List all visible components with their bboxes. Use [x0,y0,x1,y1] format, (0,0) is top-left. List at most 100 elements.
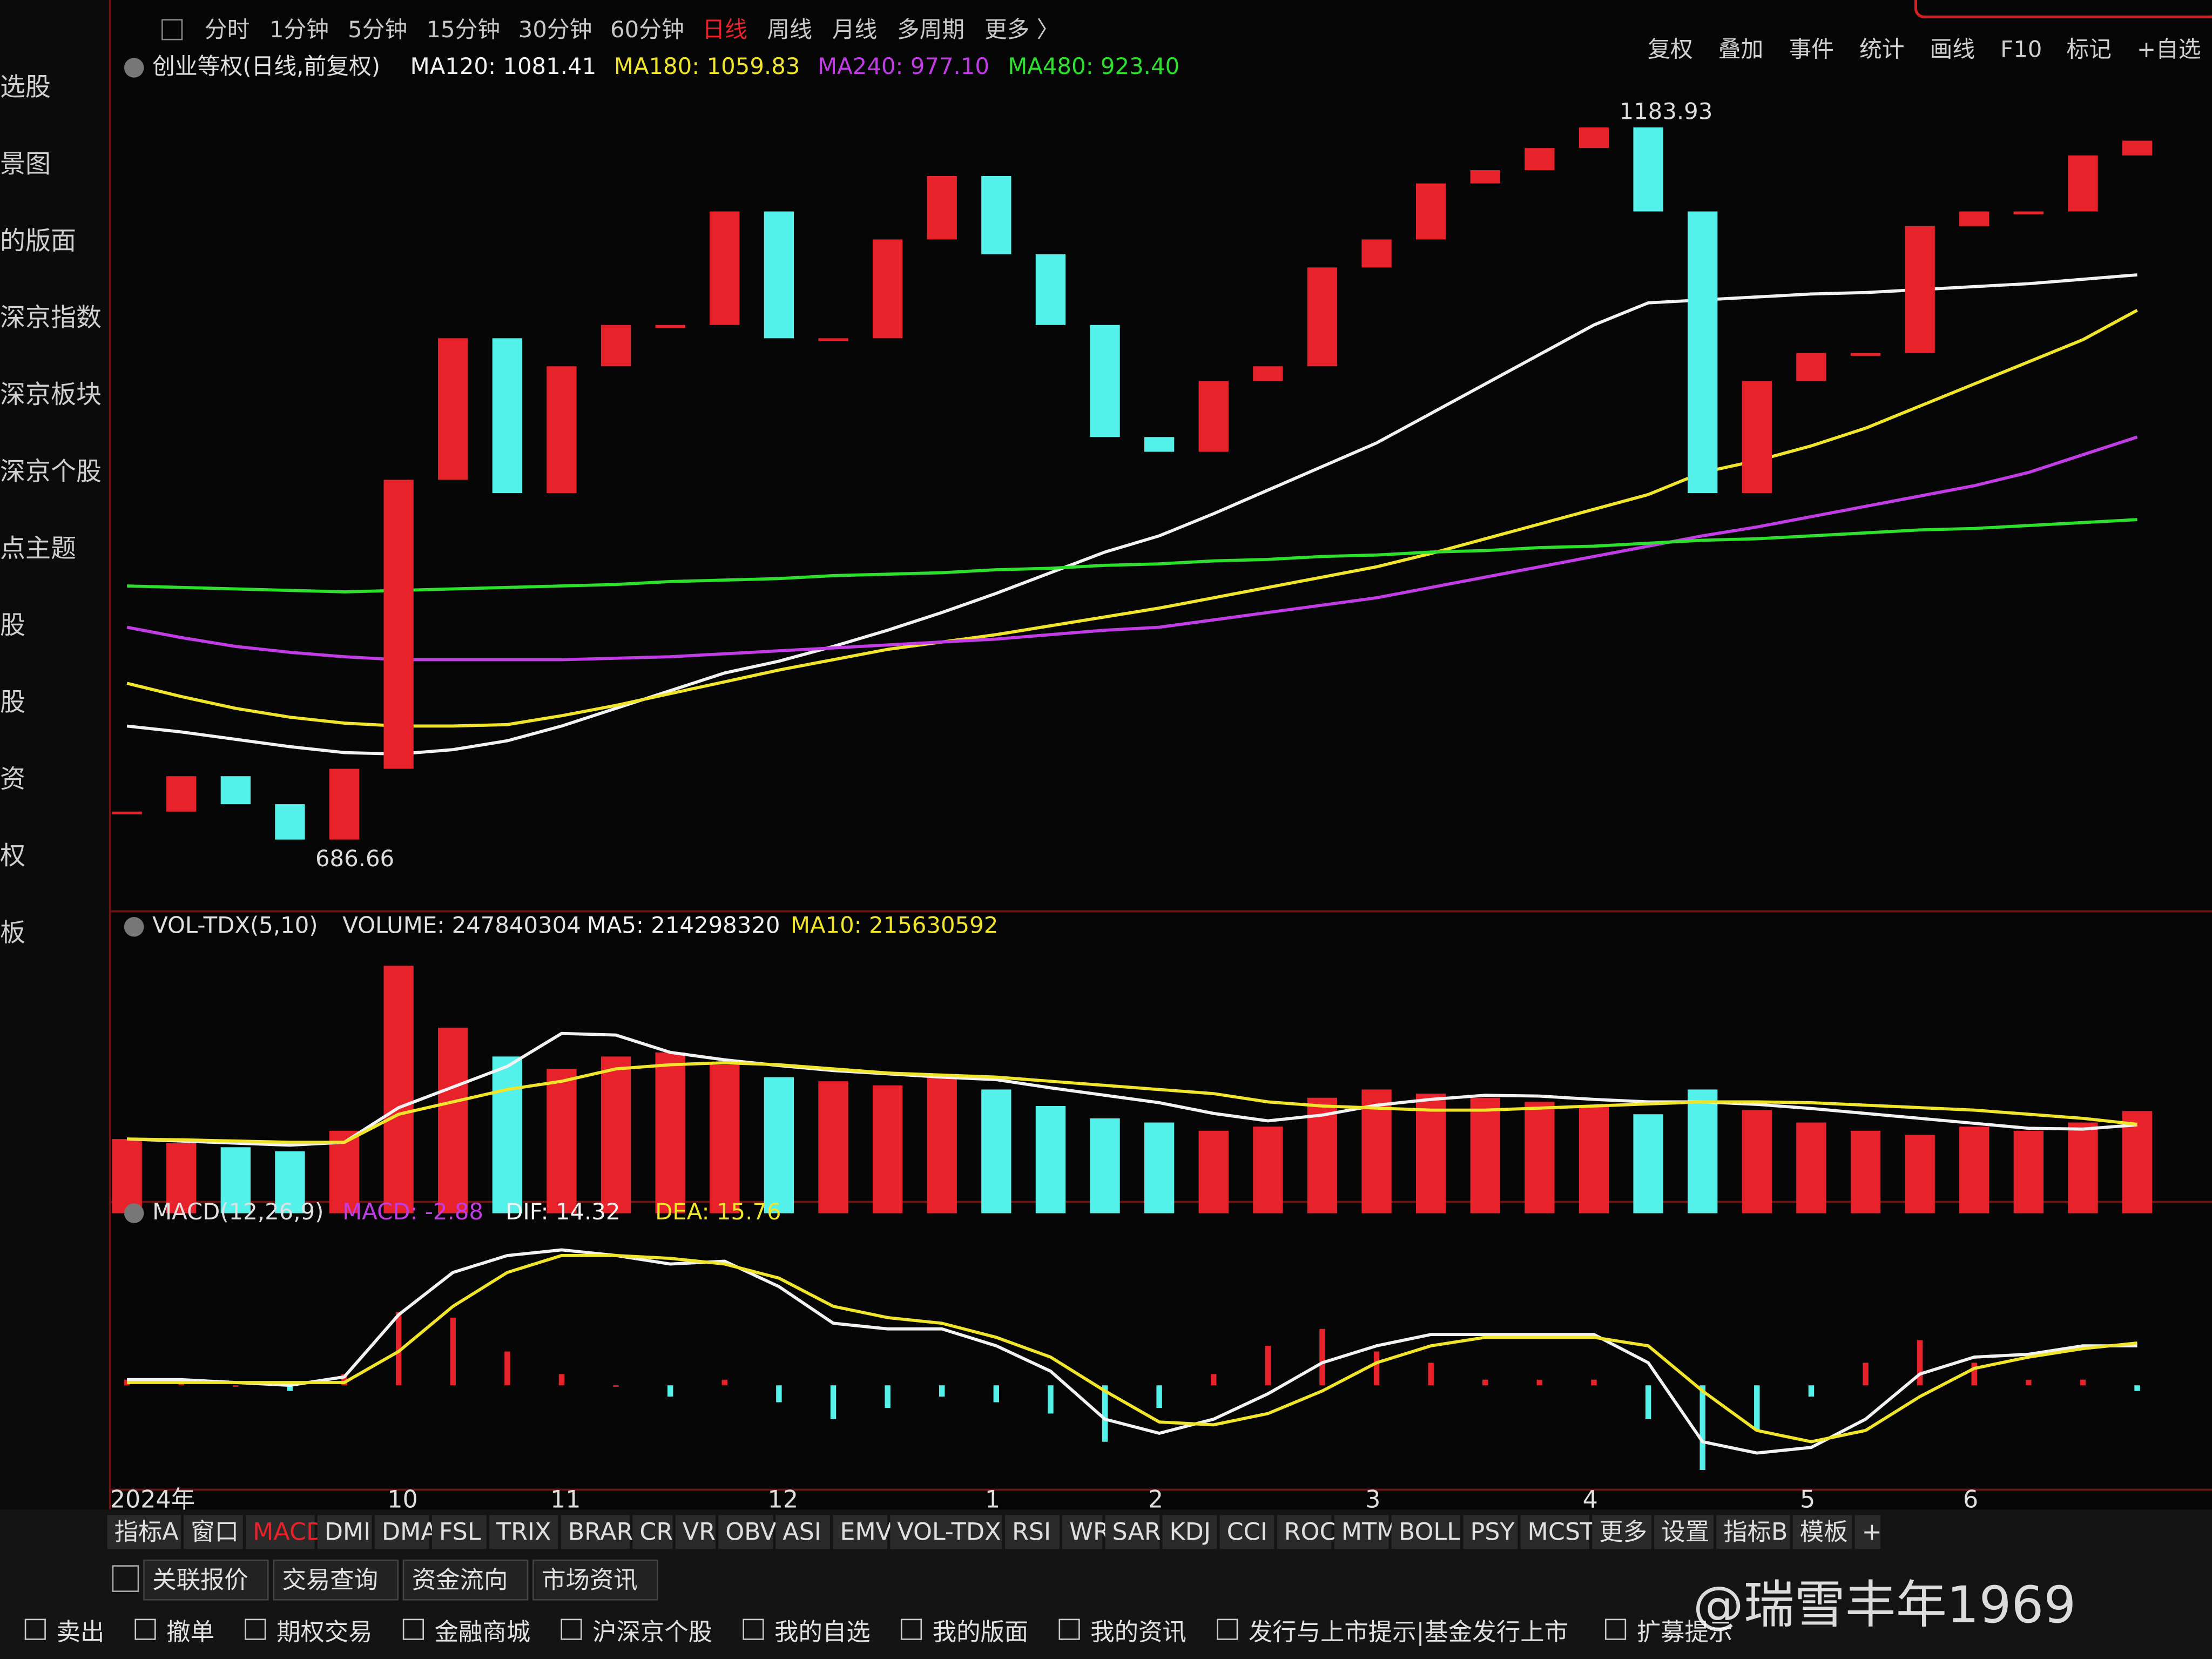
sidebar-item[interactable]: 板 [0,918,25,948]
toolbar-item[interactable]: 期权交易 [276,1618,373,1646]
indicator-tab-bg[interactable] [833,1515,888,1549]
period-tab[interactable]: 30分钟 [518,16,592,43]
indicator-tab[interactable]: TRIX [496,1519,551,1546]
collapse-icon[interactable] [124,916,144,937]
indicator-tab[interactable]: CR [639,1519,673,1546]
indicator-tab-bg[interactable] [1520,1515,1589,1549]
toolbar-icon[interactable] [1217,1618,1238,1640]
toolbar-icon[interactable] [24,1618,46,1640]
indicator-tab-bg[interactable] [107,1515,181,1549]
indicator-tab[interactable]: FSL [439,1519,481,1546]
period-tab[interactable]: 60分钟 [610,16,684,43]
collapse-icon[interactable] [124,1203,144,1223]
toolbar-item[interactable]: 我的版面 [933,1618,1029,1646]
indicator-tab[interactable]: + [1862,1519,1882,1546]
indicator-tab-bg[interactable] [1277,1515,1332,1549]
toolbar-item[interactable]: 卖出 [56,1618,104,1646]
indicator-tab-bg[interactable] [1592,1515,1651,1549]
toolbar-icon[interactable] [1058,1618,1080,1640]
indicator-tab[interactable]: CCI [1227,1519,1267,1546]
indicator-tab-bg[interactable] [561,1515,630,1549]
indicator-tab[interactable]: ASI [783,1519,821,1546]
indicator-tab-bg[interactable] [718,1515,773,1549]
toolbar-item[interactable]: 撤单 [166,1618,214,1646]
indicator-tab[interactable]: OBV [725,1519,776,1546]
indicator-tab-bg[interactable] [1334,1515,1389,1549]
tool-button[interactable]: 画线 [1930,36,1975,63]
indicator-tab-bg[interactable] [1162,1515,1217,1549]
sidebar-item[interactable]: 深京板块 [0,380,102,410]
period-tab[interactable]: 更多 〉 [984,16,1060,43]
indicator-tab[interactable]: MCST [1528,1519,1595,1546]
tool-button[interactable]: 叠加 [1718,36,1764,63]
indicator-tab-bg[interactable] [1463,1515,1518,1549]
toolbar-icon[interactable] [1604,1618,1627,1640]
indicator-tab-bg[interactable] [184,1515,243,1549]
indicator-tab[interactable]: SAR [1112,1519,1161,1546]
info-tab[interactable]: 市场资讯 [542,1566,638,1594]
collapse-icon[interactable] [124,58,144,78]
sidebar-item[interactable]: 股 [0,687,25,717]
indicator-tab-bg[interactable] [431,1515,487,1549]
period-tab[interactable]: 周线 [767,16,813,43]
indicator-tab-bg[interactable] [1391,1515,1461,1549]
indicator-tab-bg[interactable] [1654,1515,1714,1549]
indicator-tab[interactable]: BOLL [1399,1519,1460,1546]
indicator-tab[interactable]: DMA [382,1519,437,1546]
period-tab[interactable]: 1分钟 [269,16,329,43]
toolbar-icon[interactable] [561,1618,582,1640]
info-tab-bg[interactable] [143,1559,269,1601]
period-tab[interactable]: 日线 [702,16,747,43]
indicator-tab[interactable]: DMI [325,1519,371,1546]
sidebar-item[interactable]: 景图 [0,149,51,179]
toolbar-item[interactable]: 沪深京个股 [592,1618,712,1646]
indicator-tab[interactable]: 模板 [1800,1519,1848,1546]
info-tab[interactable]: 关联报价 [152,1566,248,1594]
info-tab-bg[interactable] [402,1559,529,1601]
info-tab[interactable]: 交易查询 [282,1566,378,1594]
toolbar-item[interactable]: 我的自选 [774,1618,871,1646]
indicator-tab-bg[interactable] [632,1515,673,1549]
toolbar-icon[interactable] [402,1618,424,1640]
indicator-tab[interactable]: BRAR [568,1519,633,1546]
tab-icon[interactable] [161,19,183,41]
info-icon[interactable] [112,1565,139,1592]
period-tab[interactable]: 月线 [832,16,878,43]
indicator-tab-bg[interactable] [374,1515,429,1549]
indicator-tab[interactable]: VOL-TDX [897,1519,1001,1546]
indicator-tab-bg[interactable] [890,1515,1002,1549]
top-button[interactable] [1914,0,2212,18]
toolbar-icon[interactable] [245,1618,266,1640]
tool-button[interactable]: 标记 [2066,36,2112,63]
toolbar-item[interactable]: 我的资讯 [1090,1618,1186,1646]
period-tab[interactable]: 分时 [205,16,250,43]
sidebar-item[interactable]: 权 [0,841,25,871]
indicator-tab[interactable]: 指标A [114,1519,179,1546]
indicator-tab-bg[interactable] [246,1515,315,1549]
indicator-tab-bg[interactable] [775,1515,831,1549]
indicator-tab[interactable]: KDJ [1170,1519,1211,1546]
toolbar-item[interactable]: 扩募提示 [1637,1618,1733,1646]
indicator-tab[interactable]: 指标B [1723,1519,1788,1546]
tool-button[interactable]: F10 [2000,36,2042,63]
sidebar-item[interactable]: 资 [0,764,25,794]
indicator-tab-bg[interactable] [1792,1515,1852,1549]
info-tab-bg[interactable] [532,1559,658,1601]
indicator-tab[interactable]: 更多 [1599,1519,1647,1546]
indicator-tab-bg[interactable] [317,1515,372,1549]
info-tab-bg[interactable] [273,1559,399,1601]
indicator-tab-bg[interactable] [1004,1515,1060,1549]
tool-button[interactable]: +自选 [2137,36,2201,63]
indicator-tab[interactable]: VR [683,1519,716,1546]
toolbar-item[interactable]: 发行与上市提示|基金发行上市 [1249,1618,1568,1646]
indicator-tab-bg[interactable] [1105,1515,1160,1549]
toolbar-item[interactable]: 金融商城 [435,1618,531,1646]
period-tab[interactable]: 5分钟 [348,16,407,43]
toolbar-icon[interactable] [134,1618,156,1640]
indicator-tab[interactable]: WR [1069,1519,1110,1546]
tool-button[interactable]: 事件 [1789,36,1834,63]
indicator-tab-bg[interactable] [675,1515,716,1549]
sidebar-item[interactable]: 深京指数 [0,303,102,333]
indicator-tab[interactable]: ROC [1284,1519,1337,1546]
indicator-tab[interactable]: RSI [1012,1519,1051,1546]
